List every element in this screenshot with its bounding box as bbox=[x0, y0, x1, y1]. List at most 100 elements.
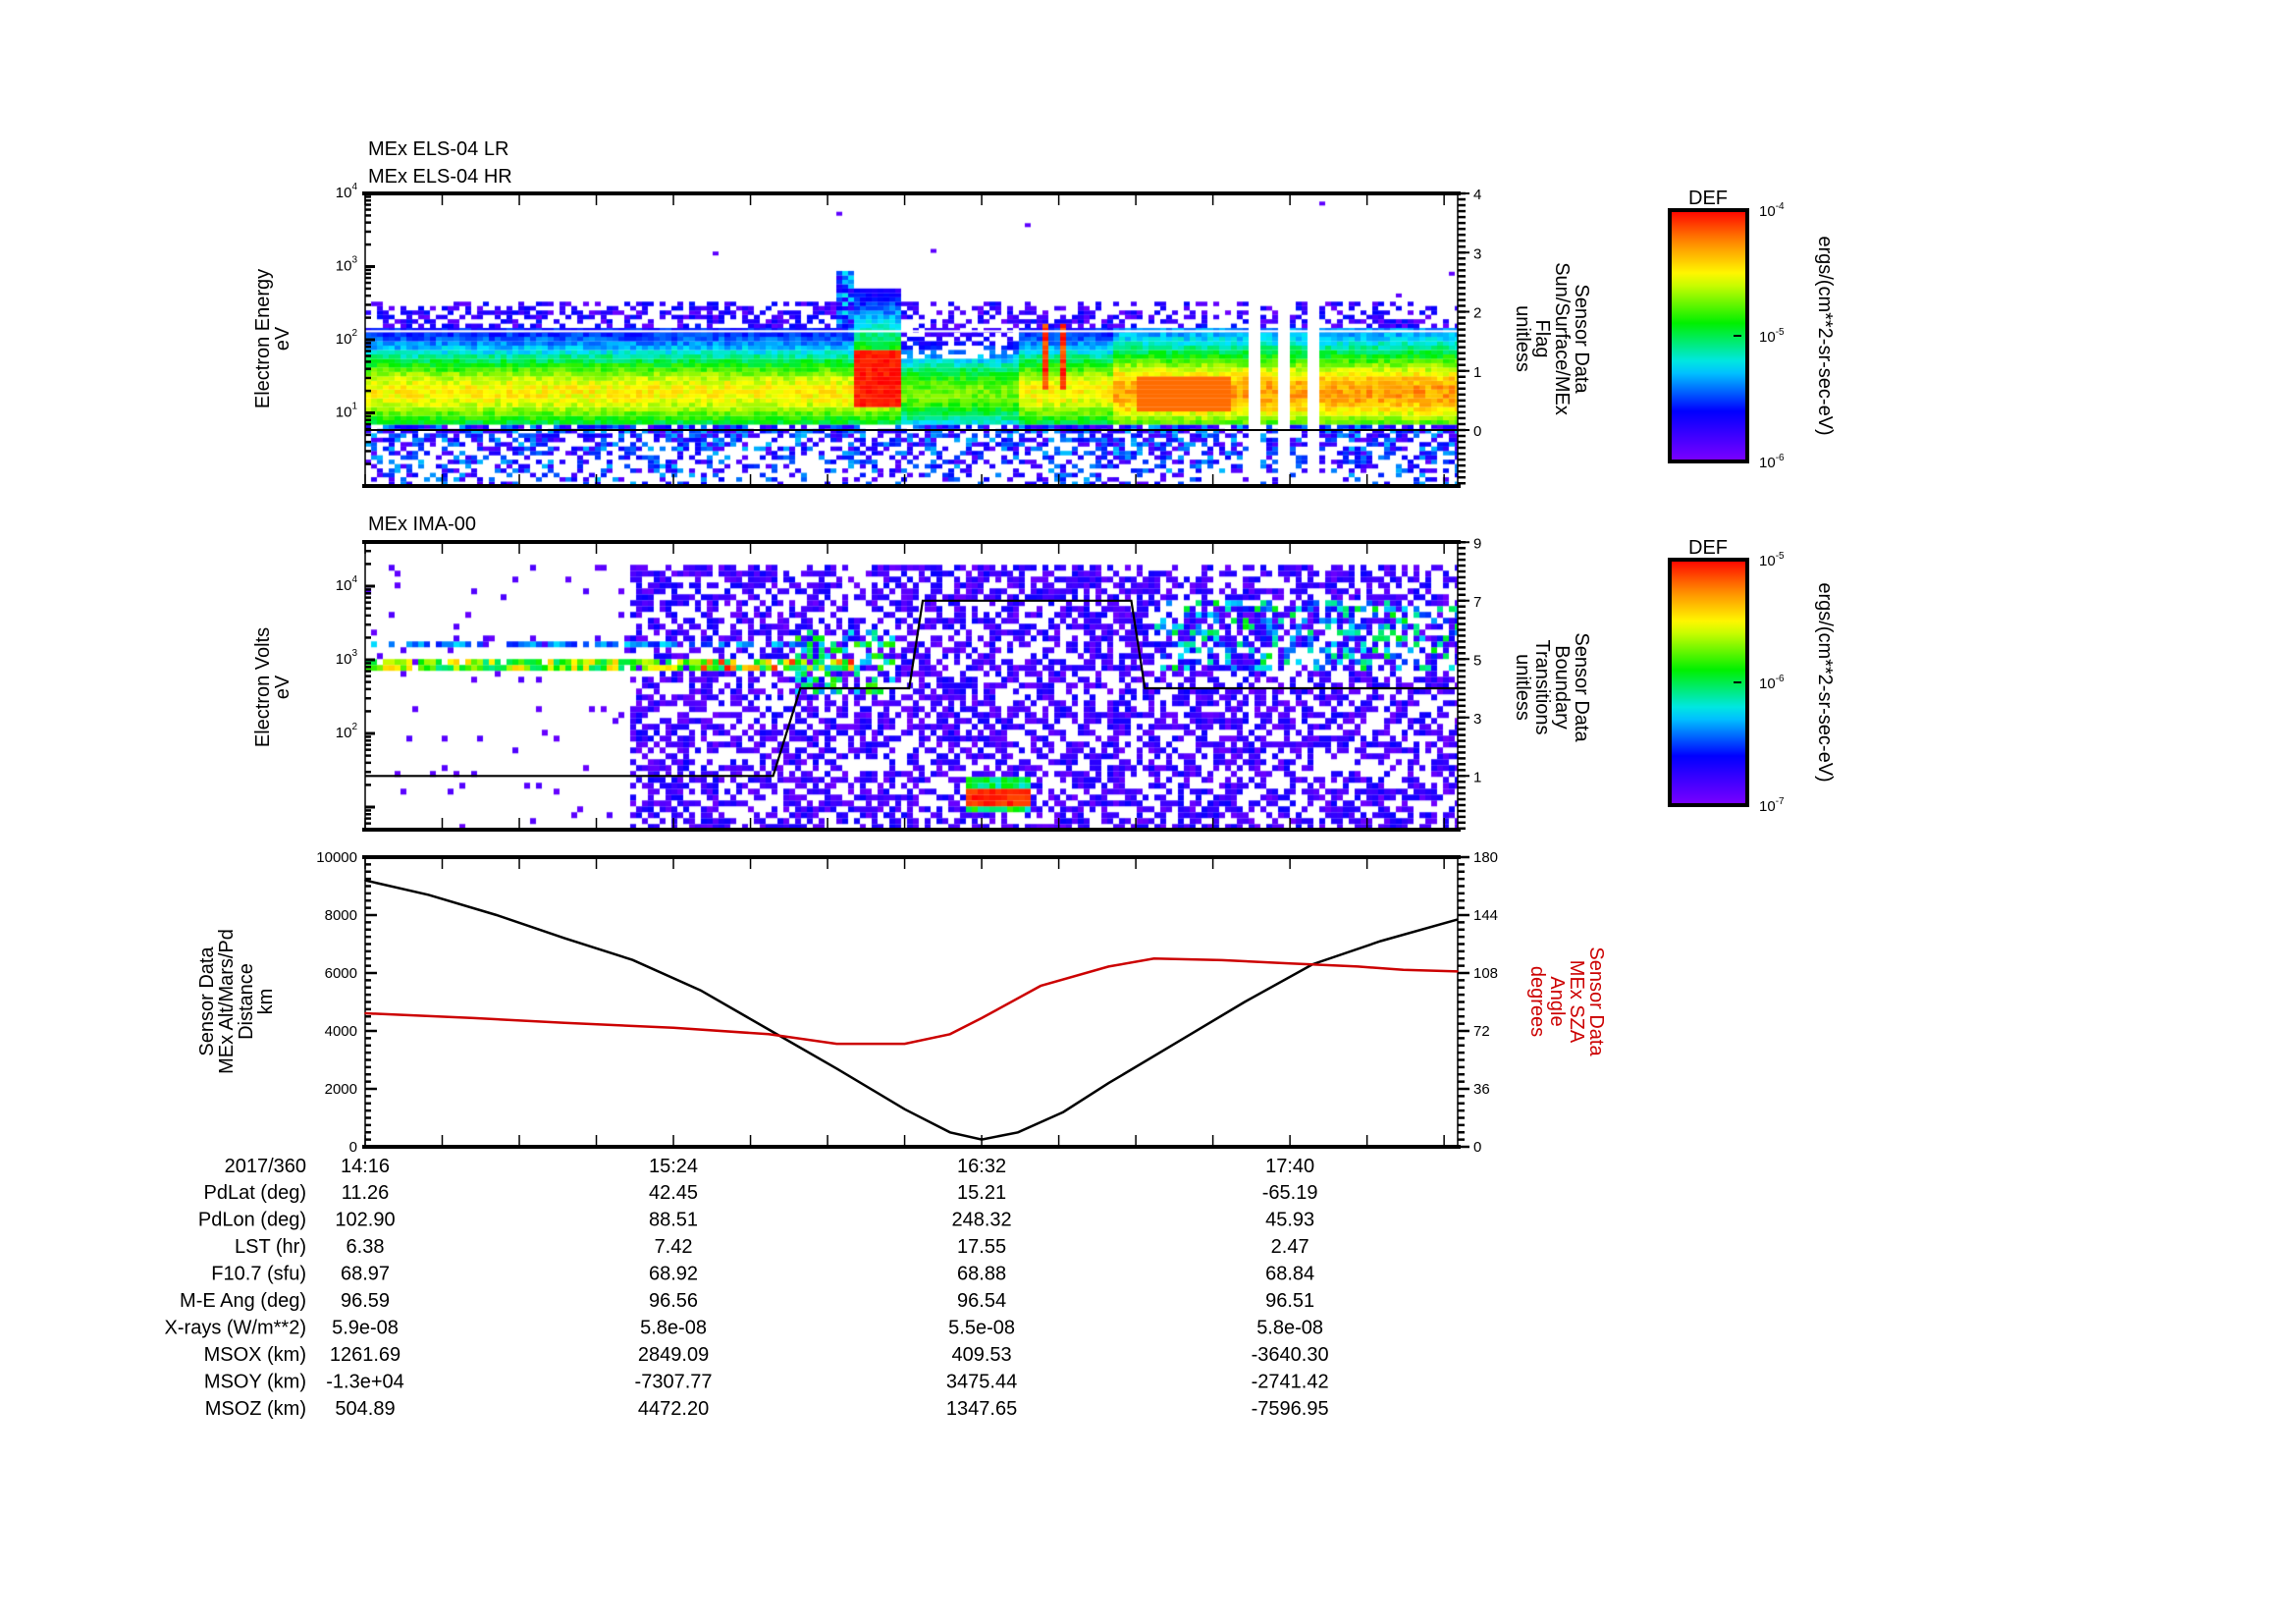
table-cell: 1261.69 bbox=[330, 1344, 400, 1366]
table-cell: 88.51 bbox=[649, 1210, 698, 1231]
table-cell: 504.89 bbox=[335, 1398, 395, 1420]
panel1-y2-label-line: Sun/Surface/MEx bbox=[1551, 262, 1573, 415]
y-tick-base: 10 bbox=[336, 725, 352, 741]
y-tick-label: 104 bbox=[336, 574, 358, 594]
table-cell: -1.3e+04 bbox=[326, 1372, 404, 1393]
els-spectrogram bbox=[365, 193, 1458, 486]
y2-tick-label: 1 bbox=[1473, 769, 1481, 785]
altitude-point bbox=[1017, 1131, 1019, 1134]
sza-point bbox=[1289, 962, 1291, 964]
y-tick-label: 8000 bbox=[325, 907, 357, 924]
panel2-y-label-line: Electron Volts bbox=[252, 627, 274, 747]
y-tick-exponent: 3 bbox=[351, 648, 357, 659]
y2-tick-label: 1 bbox=[1473, 364, 1481, 381]
x-tick-label: 14:16 bbox=[341, 1156, 390, 1177]
table-cell: 2849.09 bbox=[638, 1344, 709, 1366]
panel2-frame bbox=[364, 541, 1459, 831]
y-tick-label: 6000 bbox=[325, 965, 357, 982]
altitude-line bbox=[364, 879, 1459, 1141]
sza-point bbox=[835, 1043, 838, 1045]
colorbar-unit-label: ergs/(cm**2-sr-sec-eV) bbox=[1814, 236, 1836, 435]
panel1-y2-label: Sensor DataSun/Surface/MExFlagunitless bbox=[1512, 262, 1592, 415]
sza-point bbox=[903, 1043, 906, 1045]
y2-tick-label: 3 bbox=[1473, 245, 1481, 262]
table-cell: -7596.95 bbox=[1252, 1398, 1329, 1420]
sza-point bbox=[1357, 965, 1360, 968]
colorbar-tick-label: 10-6 bbox=[1759, 453, 1785, 471]
y-tick-base: 10 bbox=[336, 185, 352, 201]
panel1-title-hr: MEx ELS-04 HR bbox=[368, 166, 512, 188]
table-row-label: M-E Ang (deg) bbox=[180, 1290, 306, 1312]
table-cell: 15.21 bbox=[957, 1182, 1006, 1204]
sza-point bbox=[1221, 959, 1223, 961]
y-tick-label: 102 bbox=[336, 722, 358, 741]
table-cell: 68.88 bbox=[957, 1264, 1006, 1285]
y-tick-exponent: 2 bbox=[351, 722, 357, 732]
y-tick-label: 101 bbox=[336, 402, 358, 421]
altitude-point bbox=[1107, 1082, 1110, 1084]
panel1-y-label: Electron EnergyeV bbox=[252, 269, 294, 408]
x-tick-label: 15:24 bbox=[649, 1156, 698, 1177]
panel3-y2-label: Sensor DataMEx SZAAngledegrees bbox=[1526, 947, 1607, 1056]
panel1-y-label-line: Electron Energy bbox=[252, 269, 274, 408]
table-cell: 3475.44 bbox=[946, 1372, 1017, 1393]
panel2-y2-label-line: Transitions bbox=[1531, 639, 1553, 734]
colorbar-unit-label-line: ergs/(cm**2-sr-sec-eV) bbox=[1814, 236, 1836, 435]
table-cell: 1347.65 bbox=[946, 1398, 1017, 1420]
sza-point bbox=[672, 1026, 674, 1029]
y2-tick-label: 144 bbox=[1473, 907, 1498, 924]
y-tick-label: 10000 bbox=[316, 849, 357, 866]
y2-tick-label: 3 bbox=[1473, 711, 1481, 728]
table-cell: 248.32 bbox=[951, 1210, 1011, 1231]
y-tick-exponent: 4 bbox=[351, 182, 357, 192]
y2-tick-label: 0 bbox=[1473, 1139, 1481, 1156]
colorbar-tick-label: 10-5 bbox=[1759, 327, 1785, 346]
altitude-point bbox=[427, 893, 430, 896]
y2-tick-label: 36 bbox=[1473, 1081, 1490, 1098]
colorbar-title: DEF bbox=[1688, 537, 1728, 559]
table-cell: 68.92 bbox=[649, 1264, 698, 1285]
y2-tick-label: 72 bbox=[1473, 1023, 1490, 1040]
sza-point bbox=[1152, 957, 1155, 960]
table-cell: 7.42 bbox=[655, 1236, 693, 1258]
colorbar-tick-label: 10-4 bbox=[1759, 201, 1785, 220]
table-cell: -65.19 bbox=[1262, 1182, 1318, 1204]
table-row-label: F10.7 (sfu) bbox=[211, 1264, 306, 1285]
y2-tick-label: 0 bbox=[1473, 423, 1481, 440]
y-tick-base: 10 bbox=[336, 258, 352, 275]
panel1-y2-label-line: Sensor Data bbox=[1571, 284, 1592, 394]
altitude-point bbox=[981, 1138, 983, 1141]
panel2-y-label: Electron VoltseV bbox=[252, 627, 294, 747]
y2-tick-label: 4 bbox=[1473, 187, 1481, 203]
date-label: 2017/360 bbox=[225, 1156, 306, 1177]
table-cell: 2.47 bbox=[1271, 1236, 1309, 1258]
y-tick-base: 10 bbox=[336, 651, 352, 668]
table-cell: 11.26 bbox=[342, 1182, 390, 1204]
panel3-y-label: Sensor DataMEx Alt/Mars/PdDistancekm bbox=[196, 929, 277, 1074]
table-cell: 102.90 bbox=[335, 1210, 395, 1231]
sza-point bbox=[981, 1017, 983, 1019]
panel3-y2-label-line: Angle bbox=[1546, 976, 1568, 1026]
sza-point bbox=[1107, 965, 1110, 968]
panel1-y2-label-line: Flag bbox=[1531, 320, 1553, 358]
x-tick-label: 16:32 bbox=[957, 1156, 1006, 1177]
panel3-y2-label-line: Sensor Data bbox=[1585, 947, 1607, 1056]
table-cell: 5.8e-08 bbox=[1256, 1318, 1323, 1339]
sza-point bbox=[948, 1033, 951, 1036]
altitude-point bbox=[835, 1067, 838, 1070]
table-cell: -7307.77 bbox=[635, 1372, 713, 1393]
colorbar-tick-label: 10-7 bbox=[1759, 796, 1785, 815]
altitude-point bbox=[631, 958, 634, 961]
table-cell: 17.55 bbox=[957, 1236, 1006, 1258]
y-tick-label: 102 bbox=[336, 328, 358, 348]
y-tick-label: 103 bbox=[336, 255, 358, 275]
altitude-point bbox=[1379, 940, 1382, 943]
colorbar-tick-base: 10 bbox=[1759, 553, 1776, 569]
y2-tick-label: 108 bbox=[1473, 965, 1498, 982]
altitude-point bbox=[364, 879, 366, 882]
y-tick-exponent: 3 bbox=[351, 255, 357, 266]
table-cell: -2741.42 bbox=[1252, 1372, 1329, 1393]
sza-point bbox=[473, 1017, 475, 1019]
